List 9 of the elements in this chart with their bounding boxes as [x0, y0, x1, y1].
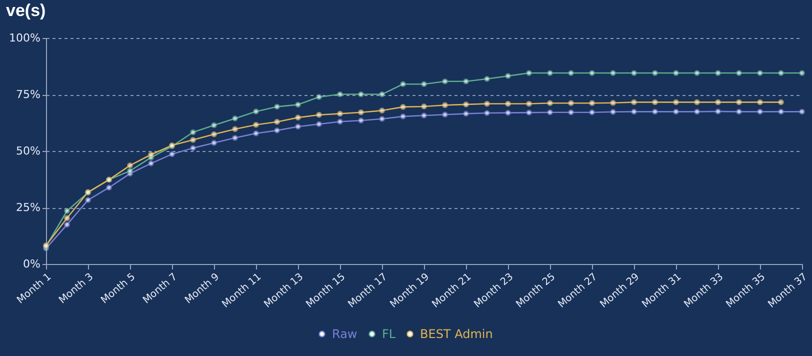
y-tick-label: 75% — [16, 88, 40, 101]
legend-label: BEST Admin — [420, 327, 493, 341]
y-tick-label: 100% — [9, 32, 40, 44]
y-tick-label: 25% — [16, 201, 40, 214]
y-tick-label: 50% — [16, 144, 40, 158]
legend-label: Raw — [332, 327, 358, 341]
legend-label: FL — [382, 327, 396, 341]
y-tick-label: 0% — [23, 258, 40, 270]
chart-title: ve(s) — [6, 1, 46, 20]
